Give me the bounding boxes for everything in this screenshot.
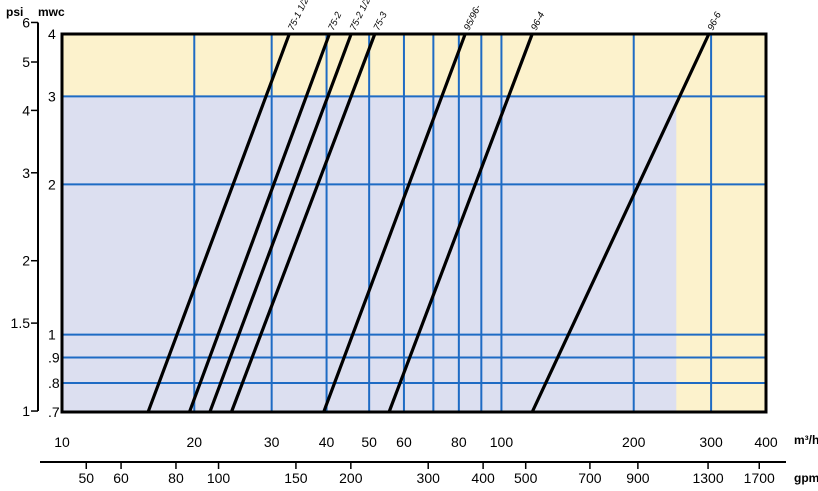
series-curves	[146, 33, 711, 413]
gpm-tick-label: 1700	[744, 470, 775, 486]
gpm-tick-label: 80	[168, 470, 184, 486]
series-line-4	[322, 33, 467, 413]
x-tick-label: 10	[54, 434, 70, 450]
y-tick-label: 1	[48, 327, 56, 343]
psi-tick-label: 2	[22, 253, 30, 269]
series-line-0	[146, 33, 291, 413]
gpm-tick-label: 200	[339, 470, 363, 486]
series-label-2: 75-2 1/2	[348, 0, 373, 32]
gpm-tick-label: 400	[471, 470, 495, 486]
x-tick-label: 80	[451, 434, 467, 450]
x-tick-label: 100	[490, 434, 514, 450]
grid-lines	[62, 34, 766, 412]
series-line-2	[208, 33, 353, 413]
series-label-6: 96-6	[706, 10, 725, 33]
psi-tick-label: 1	[22, 403, 30, 419]
y-tick-label: .8	[48, 375, 60, 391]
x-tick-label: 30	[264, 434, 280, 450]
series-label-1: 75-2	[326, 10, 345, 33]
series-label-5: 96-4	[529, 10, 547, 32]
series-line-5	[387, 33, 534, 413]
axes	[31, 21, 786, 469]
y-tick-label: 4	[48, 26, 56, 42]
psi-tick-label: 3	[22, 165, 30, 181]
x-tick-label: 400	[754, 434, 778, 450]
series-line-1	[187, 33, 331, 413]
gpm-tick-label: 50	[78, 470, 94, 486]
x-tick-label: 20	[186, 434, 202, 450]
x-tick-label: 40	[319, 434, 335, 450]
plot-border	[60, 32, 768, 414]
psi-tick-label: 1.5	[11, 315, 31, 331]
y-axis-unit-mwc: mwc	[38, 5, 65, 19]
x-tick-label: 300	[699, 434, 723, 450]
x-axis-unit-gpm: gpm	[794, 471, 818, 485]
y-tick-label: 3	[48, 88, 56, 104]
gpm-tick-label: 700	[578, 470, 602, 486]
psi-tick-label: 6	[22, 14, 30, 30]
labels: 75-1 1/2 75-2 75-2 1/275-3 95/96- 96-4 96-6 10…	[6, 0, 818, 486]
series-label-0: 75-1 1/2	[286, 0, 311, 32]
series-label-3: 75-3	[372, 10, 391, 33]
y-tick-label: .9	[48, 349, 60, 365]
x-tick-label: 50	[361, 434, 377, 450]
y-tick-label: 2	[48, 176, 56, 192]
psi-tick-label: 4	[22, 102, 30, 118]
y-tick-label: .7	[48, 404, 60, 420]
gpm-tick-label: 100	[207, 470, 231, 486]
gpm-tick-label: 500	[514, 470, 538, 486]
gpm-tick-label: 300	[417, 470, 441, 486]
plot-frame	[60, 32, 768, 414]
series-label-4: 95/96-	[462, 3, 484, 32]
gpm-tick-label: 150	[284, 470, 308, 486]
gpm-tick-label: 1300	[692, 470, 723, 486]
x-axis-unit-m3h: m³/h	[794, 433, 818, 447]
gpm-tick-label: 60	[113, 470, 129, 486]
gpm-tick-label: 900	[626, 470, 650, 486]
x-tick-label: 60	[396, 434, 412, 450]
series-line-6	[530, 33, 711, 413]
y-axis-unit-psi: psi	[6, 5, 23, 19]
series-line-3	[229, 33, 377, 413]
x-tick-label: 200	[622, 434, 646, 450]
psi-tick-label: 5	[22, 54, 30, 70]
